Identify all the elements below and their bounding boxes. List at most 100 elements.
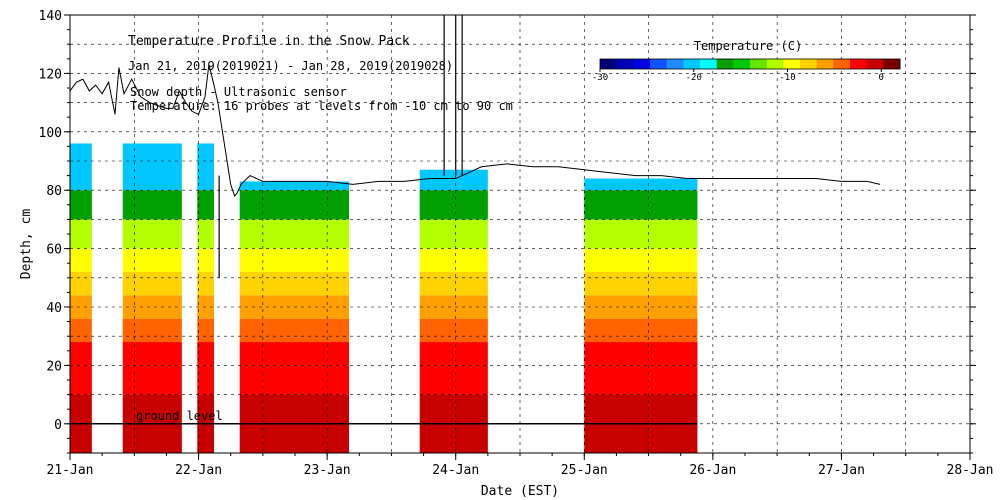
temperature-band: [197, 248, 214, 272]
temperature-band: [197, 318, 214, 343]
temperature-band: [419, 271, 488, 296]
temperature-band: [122, 219, 182, 249]
x-tick-label: 21-Jan: [47, 463, 94, 478]
chart-title: Temperature Profile in the Snow Pack: [128, 34, 410, 49]
temperature-band: [197, 143, 214, 191]
chart-subtitle: Jan 21, 2019(2019021) - Jan 28, 2019(201…: [128, 59, 453, 73]
y-tick-label: 140: [39, 9, 62, 24]
note-temperature: Temperature: 16 probes at levels from -1…: [130, 99, 513, 113]
colorbar-swatch: [716, 59, 734, 69]
colorbar-legend: -30 -20 -10 0: [592, 58, 901, 83]
ground-level-label: ground level: [136, 409, 223, 423]
colorbar-swatch: [883, 59, 901, 69]
temperature-band: [70, 365, 92, 395]
grid-lines: [70, 15, 970, 453]
colorbar-swatch: [683, 59, 701, 69]
temperature-band: [70, 295, 92, 319]
temperature-band: [70, 248, 92, 272]
x-tick-label: 27-Jan: [818, 463, 865, 478]
temperature-band: [419, 219, 488, 249]
temperature-heatmap: [70, 143, 698, 453]
colorbar-swatch: [783, 59, 801, 69]
colorbar-swatch: [850, 59, 868, 69]
colorbar-swatch: [833, 59, 851, 69]
temperature-band: [419, 248, 488, 272]
colorbar-title: Temperature (C): [694, 39, 802, 53]
colorbar-swatch: [866, 59, 884, 69]
temperature-band: [584, 295, 698, 319]
heatmap-segment: [239, 181, 349, 453]
y-tick-label: 20: [46, 359, 62, 374]
temperature-band: [122, 190, 182, 220]
colorbar-swatch: [633, 59, 651, 69]
temperature-band: [419, 295, 488, 319]
colorbar-tick-label: -20: [686, 73, 702, 83]
heatmap-segment: [122, 143, 182, 453]
y-tick-label: 0: [54, 418, 62, 433]
temperature-band: [419, 190, 488, 220]
temperature-band: [70, 271, 92, 296]
temperature-band: [70, 190, 92, 220]
colorbar-swatch: [650, 59, 668, 69]
temperature-band: [239, 181, 349, 191]
temperature-band: [584, 271, 698, 296]
y-tick-label: 120: [39, 67, 62, 82]
temperature-band: [122, 271, 182, 296]
y-tick-label: 40: [46, 301, 62, 316]
temperature-band: [70, 143, 92, 191]
temperature-band: [239, 342, 349, 366]
y-axis-label: Depth, cm: [19, 209, 34, 280]
temperature-band: [239, 318, 349, 343]
temperature-band: [239, 248, 349, 272]
x-axis-label: Date (EST): [481, 484, 559, 499]
temperature-band: [122, 248, 182, 272]
y-tick-label: 60: [46, 243, 62, 258]
colorbar-swatch: [766, 59, 784, 69]
heatmap-segment: [70, 143, 92, 453]
temperature-band: [122, 295, 182, 319]
heatmap-segment: [584, 178, 698, 453]
colorbar-swatch: [733, 59, 751, 69]
heatmap-segment: [419, 169, 488, 453]
colorbar-border: [599, 58, 901, 70]
colorbar-swatch: [616, 59, 634, 69]
temperature-band: [584, 342, 698, 366]
colorbar-tick-label: -10: [779, 73, 795, 83]
colorbar-swatch: [816, 59, 834, 69]
temperature-band: [584, 219, 698, 249]
colorbar-swatch: [750, 59, 768, 69]
temperature-band: [584, 318, 698, 343]
x-tick-label: 28-Jan: [947, 463, 994, 478]
axes: 21-Jan 22-Jan 23-Jan 24-Jan 25-Jan 26-Jan 27-J…: [39, 9, 994, 478]
temperature-band: [70, 219, 92, 249]
temperature-band: [197, 365, 214, 395]
colorbar-swatch: [600, 59, 618, 69]
temperature-band: [419, 365, 488, 395]
temperature-band: [122, 318, 182, 343]
temperature-band: [239, 365, 349, 395]
temperature-band: [122, 342, 182, 366]
temperature-band: [197, 190, 214, 220]
x-tick-label: 24-Jan: [432, 463, 479, 478]
temperature-band: [197, 342, 214, 366]
temperature-band: [70, 318, 92, 343]
colorbar-tick-label: 0: [879, 73, 884, 83]
temperature-band: [197, 271, 214, 296]
temperature-band: [197, 219, 214, 249]
temperature-band: [584, 190, 698, 220]
note-snow-depth: Snow depth - Ultrasonic sensor: [130, 85, 347, 99]
temperature-band: [584, 365, 698, 395]
temperature-band: [239, 271, 349, 296]
temperature-band: [239, 219, 349, 249]
temperature-band: [70, 342, 92, 366]
x-tick-label: 23-Jan: [304, 463, 351, 478]
temperature-band: [419, 169, 488, 191]
colorbar-swatch: [666, 59, 684, 69]
y-tick-label: 100: [39, 126, 62, 141]
colorbar-swatch: [800, 59, 818, 69]
temperature-band: [122, 143, 182, 191]
x-tick-label: 25-Jan: [561, 463, 608, 478]
temperature-band: [584, 248, 698, 272]
colorbar-swatch: [700, 59, 718, 69]
